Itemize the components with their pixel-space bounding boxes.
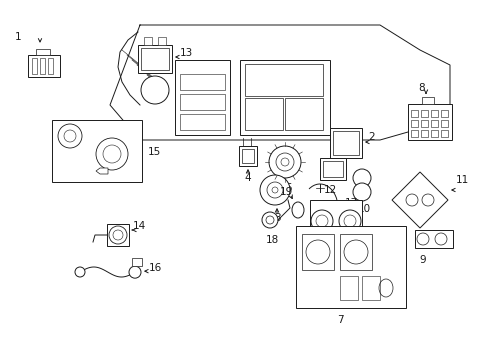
Circle shape: [113, 230, 123, 240]
Circle shape: [96, 138, 128, 170]
Text: 12: 12: [323, 185, 336, 195]
Circle shape: [315, 215, 327, 227]
Bar: [180, 94, 224, 110]
Bar: [158, 37, 165, 45]
Bar: [240, 60, 329, 135]
Bar: [332, 131, 358, 155]
Bar: [329, 128, 361, 158]
Circle shape: [343, 240, 367, 264]
Bar: [244, 64, 323, 96]
Circle shape: [352, 183, 370, 201]
Bar: [302, 234, 333, 270]
Bar: [36, 49, 50, 55]
Bar: [440, 110, 447, 117]
Text: 16: 16: [149, 263, 162, 273]
Text: 19: 19: [279, 187, 292, 197]
Bar: [420, 120, 427, 127]
Circle shape: [310, 210, 332, 232]
Bar: [323, 161, 342, 177]
Bar: [52, 120, 142, 182]
Circle shape: [405, 194, 417, 206]
Text: 18: 18: [265, 235, 278, 245]
Circle shape: [268, 146, 301, 178]
Bar: [295, 226, 405, 308]
Bar: [180, 114, 224, 130]
Text: 15: 15: [148, 147, 161, 157]
Bar: [239, 146, 257, 166]
Bar: [410, 120, 417, 127]
Circle shape: [352, 169, 370, 187]
Circle shape: [129, 266, 141, 278]
Bar: [143, 37, 152, 45]
Circle shape: [275, 153, 293, 171]
Bar: [48, 58, 53, 74]
Text: 5: 5: [285, 183, 292, 193]
Text: 13: 13: [180, 48, 193, 58]
Circle shape: [271, 187, 278, 193]
Bar: [309, 200, 361, 242]
Bar: [32, 58, 37, 74]
Bar: [339, 276, 357, 300]
Circle shape: [103, 145, 121, 163]
Bar: [339, 234, 371, 270]
Circle shape: [305, 240, 329, 264]
Bar: [132, 258, 142, 266]
Circle shape: [75, 267, 85, 277]
Polygon shape: [110, 25, 449, 140]
Text: 11: 11: [455, 175, 468, 185]
Circle shape: [416, 233, 428, 245]
Circle shape: [421, 194, 433, 206]
Circle shape: [58, 124, 82, 148]
Bar: [420, 130, 427, 137]
Text: 4: 4: [244, 173, 251, 183]
Text: 7: 7: [336, 315, 343, 325]
Bar: [242, 149, 253, 163]
Bar: [175, 60, 229, 135]
Circle shape: [64, 130, 76, 142]
Bar: [440, 130, 447, 137]
Bar: [407, 104, 451, 140]
Circle shape: [338, 210, 360, 232]
Bar: [285, 98, 323, 130]
Text: 9: 9: [419, 255, 426, 265]
Text: 14: 14: [133, 221, 146, 231]
Bar: [244, 98, 283, 130]
Text: 3: 3: [273, 213, 280, 223]
Polygon shape: [96, 168, 108, 174]
Bar: [430, 110, 437, 117]
Text: 8: 8: [418, 83, 425, 93]
Bar: [410, 110, 417, 117]
Circle shape: [141, 76, 169, 104]
Bar: [107, 224, 129, 246]
Text: 17: 17: [345, 198, 358, 208]
Bar: [28, 55, 60, 77]
Circle shape: [343, 215, 355, 227]
Bar: [414, 230, 452, 248]
Circle shape: [266, 182, 283, 198]
Text: 1: 1: [15, 32, 21, 42]
Bar: [319, 158, 346, 180]
Circle shape: [260, 175, 289, 205]
Circle shape: [434, 233, 446, 245]
Bar: [138, 45, 172, 73]
Circle shape: [265, 216, 273, 224]
Text: 10: 10: [357, 204, 370, 214]
Bar: [421, 97, 433, 104]
Text: 6: 6: [367, 232, 374, 242]
Bar: [141, 48, 169, 70]
Bar: [40, 58, 45, 74]
Text: 2: 2: [367, 132, 374, 142]
Bar: [440, 120, 447, 127]
Bar: [410, 130, 417, 137]
Bar: [430, 130, 437, 137]
Bar: [420, 110, 427, 117]
Circle shape: [109, 226, 127, 244]
Bar: [430, 120, 437, 127]
Bar: [180, 74, 224, 90]
Circle shape: [281, 158, 288, 166]
Circle shape: [262, 212, 278, 228]
Bar: [361, 276, 379, 300]
